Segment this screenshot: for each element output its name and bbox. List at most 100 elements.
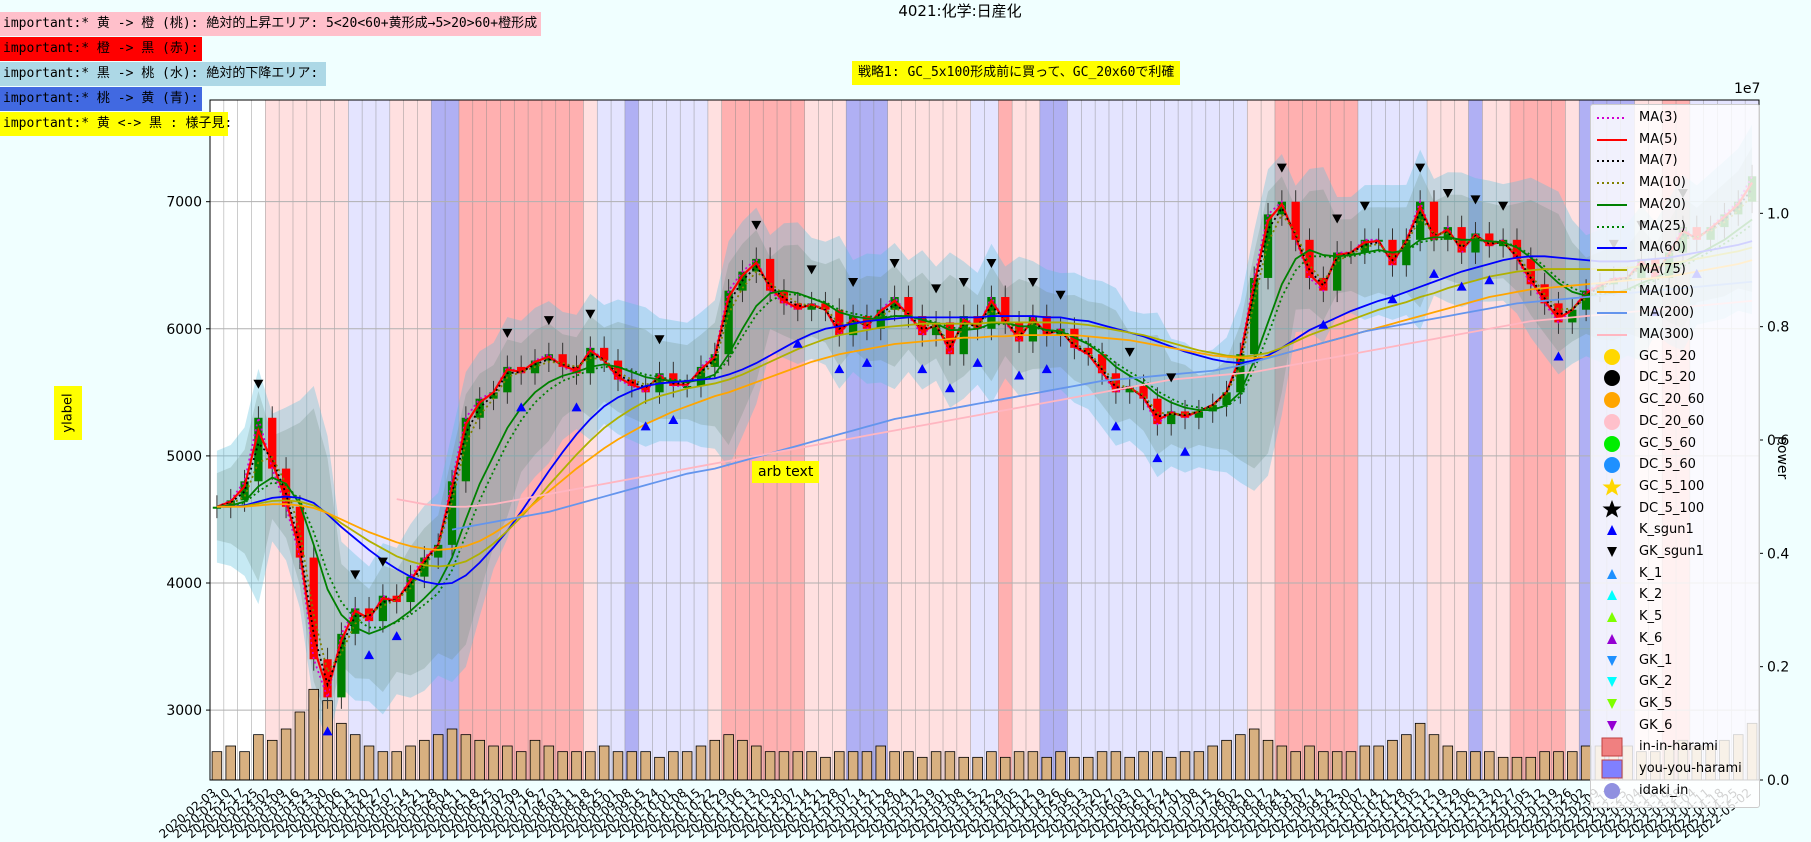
legend-symbol <box>1597 138 1627 141</box>
y2-tick-label: 0.0 <box>1767 773 1789 789</box>
legend-symbol <box>1607 655 1617 666</box>
legend-symbol-shape <box>1601 737 1623 757</box>
area-band-red <box>998 100 1013 780</box>
volume-bar <box>1553 751 1564 781</box>
volume-bar <box>1235 734 1246 781</box>
candle-body <box>1443 227 1452 240</box>
legend-symbol <box>1607 547 1617 557</box>
volume-bar <box>847 751 859 781</box>
volume-bar <box>1152 751 1163 781</box>
legend-entry: GC_20_60 <box>1591 390 1759 410</box>
candle-body <box>351 608 360 634</box>
volume-bar <box>225 745 236 781</box>
k-sgun1-marker <box>322 726 333 736</box>
legend-label: MA(10) <box>1639 175 1686 191</box>
series-line-MA(100) <box>216 259 1753 551</box>
candle-body <box>517 366 526 374</box>
legend-symbol <box>1604 348 1620 365</box>
k-sgun1-marker <box>1180 446 1191 456</box>
moving-average-lines <box>216 175 1754 701</box>
y2-axis-exponent: 1e7 <box>1734 81 1761 97</box>
candle-body <box>1360 239 1369 253</box>
annotation-note-1: important:* 黄 -> 橙 (桃): 絶対的上昇エリア: 5<20<6… <box>0 12 541 36</box>
candle-body <box>1333 252 1342 291</box>
volume-bar <box>792 751 804 781</box>
legend-symbol <box>1597 203 1627 206</box>
volume-bar <box>889 751 900 781</box>
legend-label: MA(300) <box>1639 327 1695 342</box>
legend-entry: MA(75) <box>1591 260 1759 280</box>
gk-sgun1-marker <box>958 278 969 288</box>
gk-sgun1-marker <box>1166 373 1177 383</box>
legend-label: GC_5_20 <box>1639 348 1696 364</box>
gk-sgun1-marker <box>986 258 997 268</box>
gk-sgun1-marker <box>889 258 900 268</box>
volume-bar <box>1511 756 1523 781</box>
volume-bar <box>1193 751 1205 781</box>
candle-body <box>1153 398 1162 425</box>
volume-bar <box>308 688 319 781</box>
gk-sgun1-marker <box>1027 278 1038 288</box>
legend-entry: K_sgun1 <box>1591 520 1759 540</box>
legend-label: MA(200) <box>1639 305 1695 321</box>
candle-body <box>281 468 291 507</box>
legend-symbol <box>1601 737 1623 757</box>
gk-sgun1-marker <box>806 265 817 275</box>
series-line-MA(7) <box>216 188 1753 688</box>
volume-bar <box>1248 728 1260 781</box>
volume-bar <box>1401 734 1412 781</box>
volume-bar <box>419 739 430 781</box>
volume-bar <box>1497 756 1509 781</box>
candle-body <box>600 347 609 361</box>
legend-symbol <box>1597 247 1627 250</box>
k-sgun1-marker <box>1110 421 1121 431</box>
legend-entry: K_6 <box>1591 629 1759 649</box>
volume-bar <box>820 756 831 781</box>
candle-body <box>1402 239 1411 266</box>
volume-bar <box>612 751 624 781</box>
legend-entry: GK_2 <box>1591 672 1759 692</box>
k-sgun1-marker <box>1484 275 1495 285</box>
candle-body <box>434 544 443 558</box>
volume-bar <box>363 745 375 781</box>
legend-symbol <box>1602 477 1622 496</box>
legend-entry: GK_5 <box>1591 694 1759 714</box>
candle-body <box>821 303 830 310</box>
chart-title: 4021:化学:日産化 <box>898 2 1022 20</box>
legend-label: DC_20_60 <box>1639 413 1705 429</box>
legend-symbol <box>1601 759 1623 779</box>
gk-sgun1-marker <box>502 328 513 338</box>
candle-body <box>1001 297 1010 323</box>
legend-symbol-shape <box>1604 392 1620 409</box>
legend-entry: DC_5_60 <box>1591 455 1759 475</box>
legend-label: MA(60) <box>1639 240 1686 256</box>
volume-bar <box>751 745 762 781</box>
y2-tick-label: 0.4 <box>1767 546 1789 562</box>
volume-bar <box>640 751 651 781</box>
volume-bar <box>944 751 956 781</box>
legend-entry: MA(25) <box>1591 217 1759 237</box>
area-band-pink <box>389 100 432 780</box>
legend-symbol-shape <box>1604 782 1620 799</box>
gk-sgun1-marker <box>1055 290 1066 300</box>
legend-entry: K_5 <box>1591 607 1759 627</box>
gk-sgun1-marker <box>253 379 264 389</box>
volume-bar <box>280 728 292 781</box>
volume-bar <box>253 734 264 781</box>
candle-body <box>268 417 277 469</box>
volume-bar <box>557 751 568 781</box>
gk-sgun1-marker <box>1359 201 1370 211</box>
candle-body <box>1097 354 1107 374</box>
volume-bar <box>1359 745 1371 781</box>
volume-bar <box>1484 751 1495 781</box>
legend-symbol <box>1597 117 1627 119</box>
price-envelope <box>216 147 1753 721</box>
volume-bar <box>1276 745 1288 781</box>
legend-label: DC_5_20 <box>1639 370 1696 386</box>
volume-bar <box>432 734 444 781</box>
candle-body <box>807 303 816 310</box>
gk-sgun1-marker <box>543 316 554 326</box>
legend-label: MA(25) <box>1639 218 1686 234</box>
area-band-red <box>458 100 584 780</box>
